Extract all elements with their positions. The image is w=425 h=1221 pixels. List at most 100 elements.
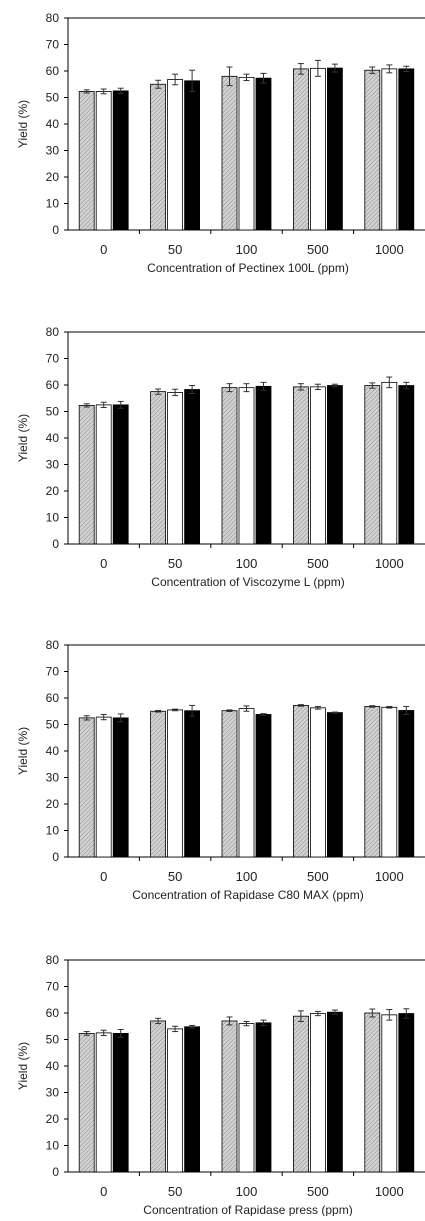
x-tick-label: 500 <box>307 1184 329 1199</box>
x-tick-label: 50 <box>168 556 182 571</box>
y-tick-label: 80 <box>46 325 60 339</box>
y-tick-label: 70 <box>46 980 60 994</box>
y-tick-label: 80 <box>46 11 60 25</box>
y-tick-label: 30 <box>46 1086 60 1100</box>
bar-0-series-1 <box>78 405 95 545</box>
y-tick-label: 0 <box>52 537 59 551</box>
bar-500-series-3 <box>326 385 343 545</box>
bar-0-series-3 <box>112 717 129 858</box>
x-tick-label: 0 <box>100 242 107 257</box>
bar-0-series-3 <box>112 1033 129 1173</box>
y-tick-label: 40 <box>46 431 60 445</box>
y-axis-label: Yield (%) <box>16 414 30 462</box>
y-tick-label: 20 <box>46 1112 60 1126</box>
bar-500-series-3 <box>326 67 343 231</box>
x-tick-label: 100 <box>236 1184 258 1199</box>
bar-100-series-2 <box>238 387 255 545</box>
y-tick-label: 80 <box>46 953 60 967</box>
y-tick-label: 10 <box>46 197 60 211</box>
bar-50-series-3 <box>184 1026 201 1173</box>
bar-100-series-1 <box>221 1020 238 1173</box>
bar-1000-series-1 <box>364 69 381 231</box>
bar-50-series-1 <box>150 391 167 545</box>
bar-1000-series-1 <box>364 385 381 545</box>
bar-50-series-1 <box>150 83 167 231</box>
y-tick-label: 40 <box>46 744 60 758</box>
bar-100-series-3 <box>255 1022 272 1173</box>
bar-50-series-3 <box>184 389 201 545</box>
y-tick-label: 70 <box>46 38 60 52</box>
y-tick-label: 50 <box>46 405 60 419</box>
y-tick-label: 70 <box>46 352 60 366</box>
y-tick-label: 20 <box>46 170 60 184</box>
bar-1000-series-3 <box>398 710 415 858</box>
bar-1000-series-2 <box>381 706 398 858</box>
bar-100-series-2 <box>238 76 255 231</box>
y-axis-label: Yield (%) <box>16 100 30 148</box>
bar-0-series-3 <box>112 90 129 231</box>
x-axis-label: Concentration of Viscozyme L (ppm) <box>151 575 344 589</box>
bar-500-series-1 <box>292 68 309 231</box>
bar-50-series-1 <box>150 710 167 858</box>
y-tick-label: 0 <box>52 1165 59 1179</box>
x-tick-label: 100 <box>236 869 258 884</box>
bar-1000-series-2 <box>381 381 398 545</box>
bar-500-series-2 <box>309 707 326 858</box>
bar-500-series-2 <box>309 1013 326 1173</box>
x-tick-label: 50 <box>168 242 182 257</box>
bar-50-series-2 <box>167 79 184 231</box>
bar-500-series-3 <box>326 1011 343 1173</box>
bar-100-series-3 <box>255 714 272 858</box>
y-tick-label: 30 <box>46 771 60 785</box>
y-tick-label: 50 <box>46 1033 60 1047</box>
chart-panel-4: 0 10 20 30 40 50 60 70 80 Yield (%) 0 50 100 500 1000 C… <box>16 953 425 1217</box>
bar-50-series-2 <box>167 392 184 545</box>
chart-panel-2: 0 10 20 30 40 50 60 70 80 Yield (%) 0 50 100 500 1000 C… <box>16 325 425 589</box>
y-axis-label: Yield (%) <box>16 1042 30 1090</box>
bar-0-series-2 <box>95 1032 112 1173</box>
bar-50-series-2 <box>167 709 184 858</box>
y-tick-label: 80 <box>46 638 60 652</box>
x-tick-label: 1000 <box>375 1184 404 1199</box>
bar-500-series-2 <box>309 386 326 545</box>
x-tick-label: 50 <box>168 1184 182 1199</box>
bar-100-series-2 <box>238 708 255 858</box>
y-axis-label: Yield (%) <box>16 727 30 775</box>
y-tick-label: 10 <box>46 824 60 838</box>
bar-100-series-3 <box>255 77 272 231</box>
y-tick-label: 0 <box>52 223 59 237</box>
x-tick-label: 100 <box>236 242 258 257</box>
bar-100-series-2 <box>238 1023 255 1173</box>
y-tick-label: 60 <box>46 64 60 78</box>
y-tick-label: 0 <box>52 850 59 864</box>
bar-500-series-1 <box>292 705 309 858</box>
bar-0-series-2 <box>95 716 112 858</box>
x-tick-label: 500 <box>307 869 329 884</box>
bar-500-series-3 <box>326 712 343 858</box>
y-tick-label: 60 <box>46 378 60 392</box>
bar-50-series-3 <box>184 710 201 858</box>
y-tick-label: 60 <box>46 1006 60 1020</box>
y-tick-label: 50 <box>46 718 60 732</box>
chart-panel-1: 0 10 20 30 40 50 60 70 80 Yield (%) 0 50 100 500 1000 C… <box>16 11 425 275</box>
bar-500-series-1 <box>292 386 309 545</box>
bar-100-series-3 <box>255 385 272 545</box>
y-tick-label: 40 <box>46 117 60 131</box>
y-tick-label: 10 <box>46 1139 60 1153</box>
bar-0-series-3 <box>112 404 129 545</box>
bar-100-series-1 <box>221 387 238 545</box>
y-tick-label: 10 <box>46 511 60 525</box>
bar-50-series-1 <box>150 1020 167 1173</box>
x-tick-label: 0 <box>100 556 107 571</box>
bar-0-series-1 <box>78 1033 95 1173</box>
bar-0-series-1 <box>78 91 95 231</box>
x-tick-label: 500 <box>307 242 329 257</box>
x-tick-label: 0 <box>100 869 107 884</box>
x-axis-label: Concentration of Pectinex 100L (ppm) <box>147 261 349 275</box>
x-tick-label: 50 <box>168 869 182 884</box>
x-tick-label: 500 <box>307 556 329 571</box>
x-tick-label: 1000 <box>375 242 404 257</box>
x-tick-label: 1000 <box>375 869 404 884</box>
x-axis-label: Concentration of Rapidase press (ppm) <box>143 1203 352 1216</box>
